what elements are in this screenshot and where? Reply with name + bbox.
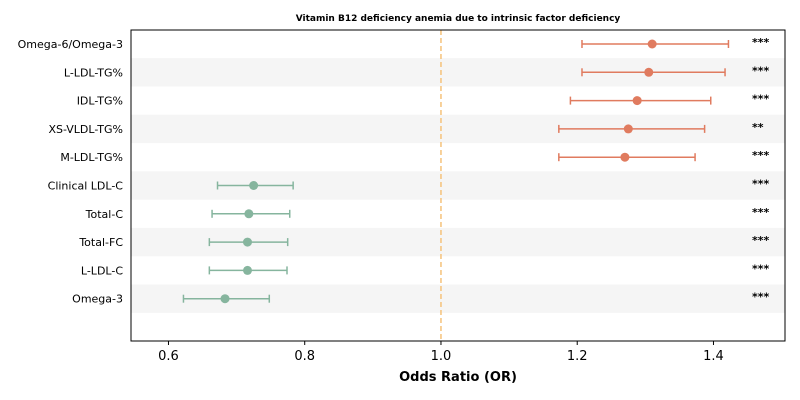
forest-row: IDL-TG% *** (77, 93, 770, 108)
or-point (249, 181, 259, 190)
chart-title: Vitamin B12 deficiency anemia due to int… (296, 14, 621, 24)
forest-row: Clinical LDL-C *** (48, 178, 770, 193)
x-tick-label: 1.4 (703, 349, 724, 364)
x-tick-label: 0.8 (294, 349, 315, 364)
x-tick-label: 0.6 (158, 349, 179, 364)
forest-row: Total-FC *** (78, 234, 769, 249)
x-axis: 0.6 0.8 1.0 1.2 1.4 (158, 341, 724, 364)
row-label: XS-VLDL-TG% (48, 123, 123, 136)
significance-label: ** (752, 121, 764, 134)
significance-label: *** (752, 262, 770, 275)
significance-label: *** (752, 291, 770, 304)
row-label: Total-C (85, 208, 124, 221)
or-point (647, 39, 657, 49)
or-point (244, 209, 254, 219)
or-point (620, 152, 630, 162)
data-rows: Omega-6/Omega-3 ***L-LDL-TG% ***IDL-TG% ***… (18, 36, 770, 306)
or-point (220, 294, 230, 304)
forest-row: XS-VLDL-TG% ** (48, 121, 763, 136)
plot-frame (130, 29, 786, 342)
significance-label: *** (752, 234, 770, 247)
significance-label: *** (752, 93, 770, 106)
x-tick-label: 1.0 (431, 349, 452, 364)
forest-row: Omega-3 *** (72, 291, 769, 306)
row-label: L-LDL-TG% (64, 66, 123, 79)
significance-label: *** (752, 36, 770, 49)
or-point (623, 124, 633, 134)
row-label: Omega-3 (72, 293, 123, 306)
significance-label: *** (752, 206, 770, 219)
forest-row: Omega-6/Omega-3 *** (18, 36, 770, 51)
or-point (644, 67, 654, 77)
row-label: Omega-6/Omega-3 (18, 38, 123, 51)
or-point (242, 237, 252, 247)
row-label: IDL-TG% (77, 95, 123, 108)
forest-row: M-LDL-TG% *** (60, 149, 769, 164)
x-tick-label: 1.2 (567, 349, 588, 364)
or-point (632, 96, 642, 106)
row-label: L-LDL-C (81, 264, 123, 277)
significance-label: *** (752, 149, 770, 162)
significance-label: *** (752, 178, 770, 191)
forest-row: L-LDL-TG% *** (64, 64, 770, 79)
row-label: Total-FC (78, 236, 123, 249)
row-label: Clinical LDL-C (48, 180, 124, 193)
forest-row: Total-C *** (85, 206, 770, 221)
significance-label: *** (752, 64, 770, 77)
or-point (242, 265, 252, 275)
x-axis-label: Odds Ratio (OR) (399, 370, 517, 385)
row-label: M-LDL-TG% (60, 151, 123, 164)
forest-row: L-LDL-C *** (81, 262, 770, 277)
